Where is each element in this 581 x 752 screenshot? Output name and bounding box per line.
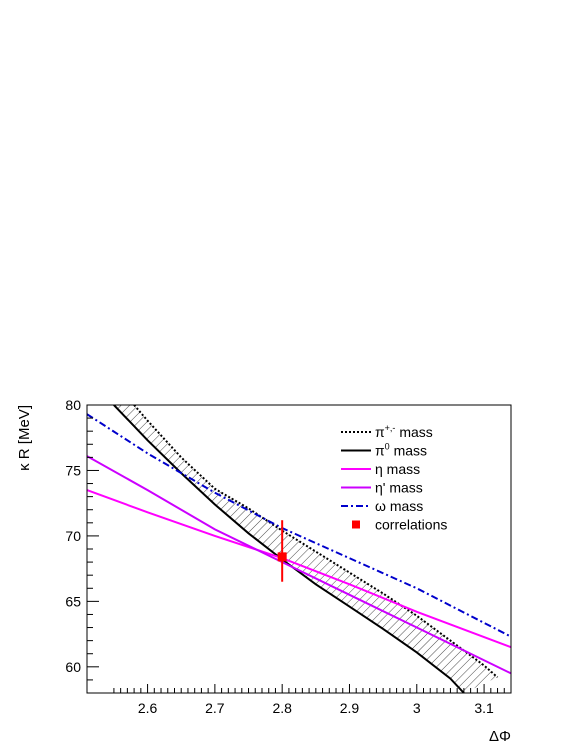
y-axis: 60 65 70 75 80 xyxy=(65,397,99,694)
series-line-omega xyxy=(87,413,511,638)
x-tick-label: 2.6 xyxy=(138,700,158,716)
y-tick-label: 75 xyxy=(65,462,81,478)
y-tick-label: 70 xyxy=(65,528,81,544)
x-tick-label: 3 xyxy=(413,700,421,716)
legend-label-pi_charged: π+,- mass xyxy=(375,423,433,440)
y-tick-label: 65 xyxy=(65,593,81,609)
x-axis: 2.6 2.7 2.8 2.9 3 3.1 xyxy=(113,684,512,716)
x-tick-label: 3.1 xyxy=(474,700,494,716)
legend-label-correlations: correlations xyxy=(375,517,447,533)
plot-area xyxy=(87,405,511,693)
series-line-pi0 xyxy=(113,405,465,693)
legend-label-omega: ω mass xyxy=(375,498,423,514)
y-axis-label: κ R [MeV] xyxy=(16,405,33,471)
legend-label-eta: η mass xyxy=(375,461,420,477)
y-tick-label: 60 xyxy=(65,659,81,675)
legend: π+,- mass π0 mass η mass η' mass ω mass corre… xyxy=(341,423,447,533)
legend-label-eta_prime: η' mass xyxy=(375,480,423,496)
y-tick-label: 80 xyxy=(65,397,81,413)
legend-swatch-correlations xyxy=(352,520,360,529)
series-line-pi_charged xyxy=(133,405,499,679)
legend-label-pi0: π0 mass xyxy=(375,442,427,459)
x-tick-label: 2.8 xyxy=(272,700,292,716)
data-point-correlations xyxy=(277,552,287,562)
x-tick-label: 2.7 xyxy=(205,700,225,716)
x-tick-label: 2.9 xyxy=(340,700,360,716)
x-axis-label: ΔΦ xyxy=(489,728,511,745)
